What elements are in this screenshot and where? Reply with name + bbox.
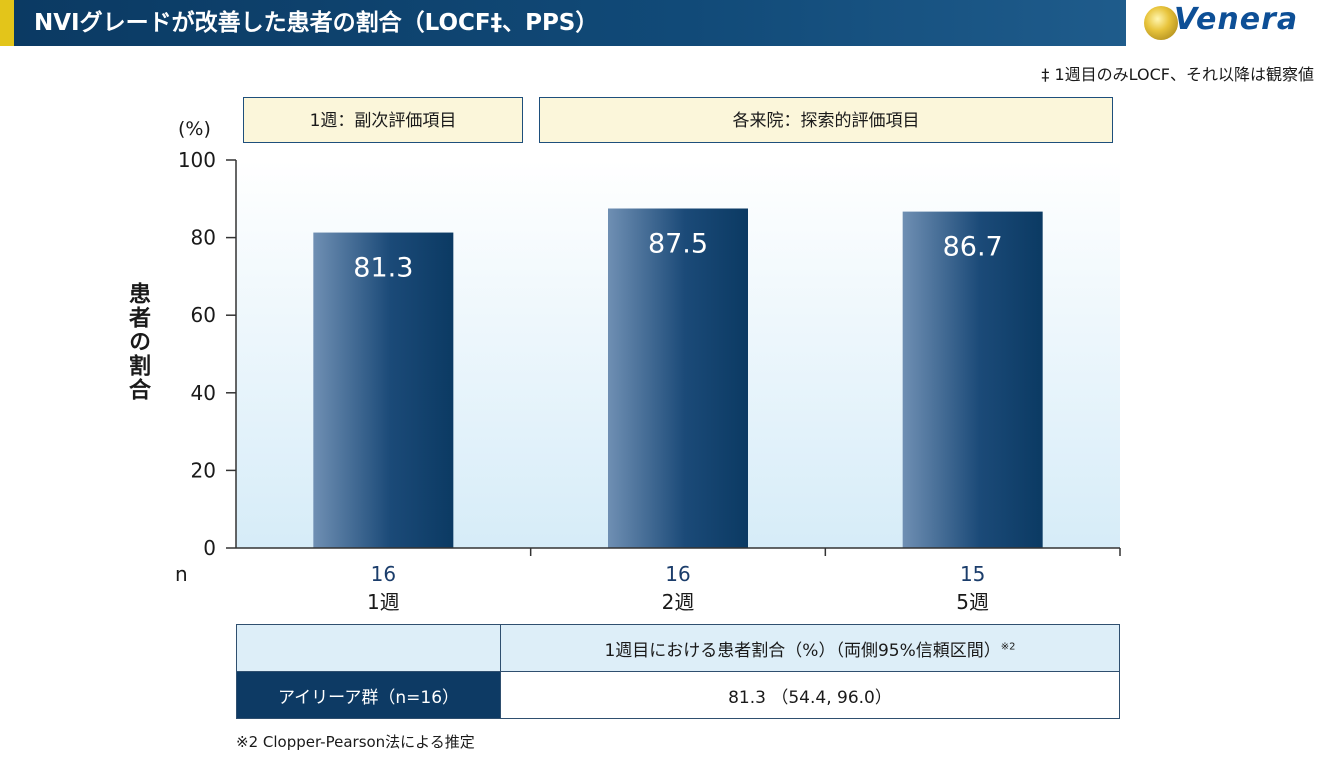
x-category-label: 1週 (367, 590, 400, 614)
y-tick-label: 40 (191, 381, 216, 405)
category-box-each-visit: 各来院：探索的評価項目 (539, 97, 1113, 143)
y-tick-label: 100 (178, 148, 216, 172)
n-value-label: 16 (665, 562, 690, 586)
stats-table: 1週目における患者割合（%）（両側95%信頼区間）※2 アイリーア群（n=16）… (236, 624, 1120, 719)
table-header-cell: 1週目における患者割合（%）（両側95%信頼区間）※2 (500, 624, 1120, 672)
bars-group: 81.3 87.5 86.7 (313, 208, 1043, 548)
bar (313, 232, 454, 548)
group-label-cell: アイリーア群（n=16） (236, 671, 501, 719)
value-cell: 81.3 （54.4, 96.0） (500, 671, 1120, 719)
bar-value-label: 86.7 (943, 232, 1003, 263)
y-axis: 0 20 40 60 80 100 (178, 148, 237, 560)
bar-chart: 0 20 40 60 80 100 81.3 87.5 86.7 16 1週 16 2週 15 5週 (178, 148, 1121, 614)
bar (902, 211, 1043, 548)
logo: Venera (1126, 0, 1312, 46)
y-tick-label: 60 (191, 303, 216, 327)
bar (608, 208, 748, 548)
bar-value-label: 81.3 (353, 253, 413, 284)
table-row: アイリーア群（n=16） 81.3 （54.4, 96.0） (236, 671, 1120, 719)
n-row-label: n (175, 562, 188, 586)
x-axis: 16 1週 16 2週 15 5週 (236, 547, 1121, 614)
y-tick-label: 20 (191, 458, 216, 482)
n-value-label: 16 (371, 562, 396, 586)
y-axis-label: 患者の割合 (125, 282, 150, 402)
title-bar: NVIグレードが改善した患者の割合（LOCF‡、PPS） (14, 0, 1136, 46)
table-corner-cell (236, 624, 501, 672)
y-tick-label: 80 (191, 226, 216, 250)
y-unit-label: (%) (178, 118, 211, 140)
y-tick-label: 0 (203, 536, 216, 560)
n-value-label: 15 (960, 562, 985, 586)
logo-text: Venera (1174, 2, 1299, 37)
table-header-sup: ※2 (1000, 640, 1016, 652)
bar-value-label: 87.5 (648, 229, 708, 260)
x-category-label: 5週 (956, 590, 989, 614)
x-category-label: 2週 (662, 590, 695, 614)
globe-logo-icon (1144, 6, 1178, 40)
table-header-text: 1週目における患者割合（%）（両側95%信頼区間） (604, 640, 1001, 661)
category-box-week1: 1週：副次評価項目 (243, 97, 523, 143)
title-accent-bar (0, 0, 14, 46)
footnote-bottom: ※2 Clopper-Pearson法による推定 (236, 733, 475, 751)
header: NVIグレードが改善した患者の割合（LOCF‡、PPS） Venera (0, 0, 1320, 50)
page-title: NVIグレードが改善した患者の割合（LOCF‡、PPS） (34, 10, 599, 36)
table-header-row: 1週目における患者割合（%）（両側95%信頼区間）※2 (236, 624, 1120, 672)
footnote-top: ‡ 1週目のみLOCF、それ以降は観察値 (1041, 65, 1314, 84)
